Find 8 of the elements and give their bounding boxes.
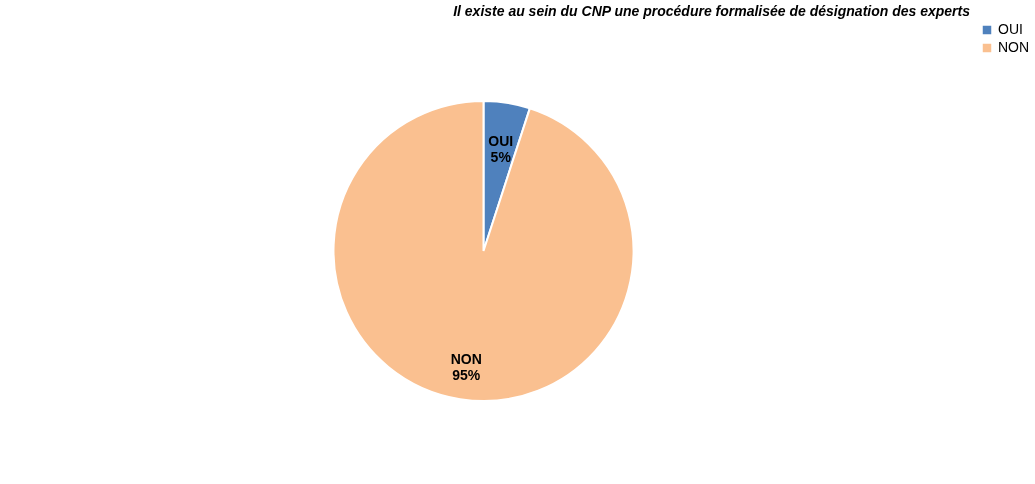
pie-slice: [332, 100, 635, 402]
chart-title: Il existe au sein du CNP une procédure formalisée de désignation des experts: [453, 3, 971, 19]
slice-label: OUI: [488, 133, 514, 150]
slice-label: NON: [450, 350, 482, 367]
legend-label: OUI: [998, 21, 1023, 37]
data-label: 95%: [452, 366, 481, 383]
data-label: 5%: [490, 149, 512, 166]
legend-label: NON: [998, 39, 1030, 55]
